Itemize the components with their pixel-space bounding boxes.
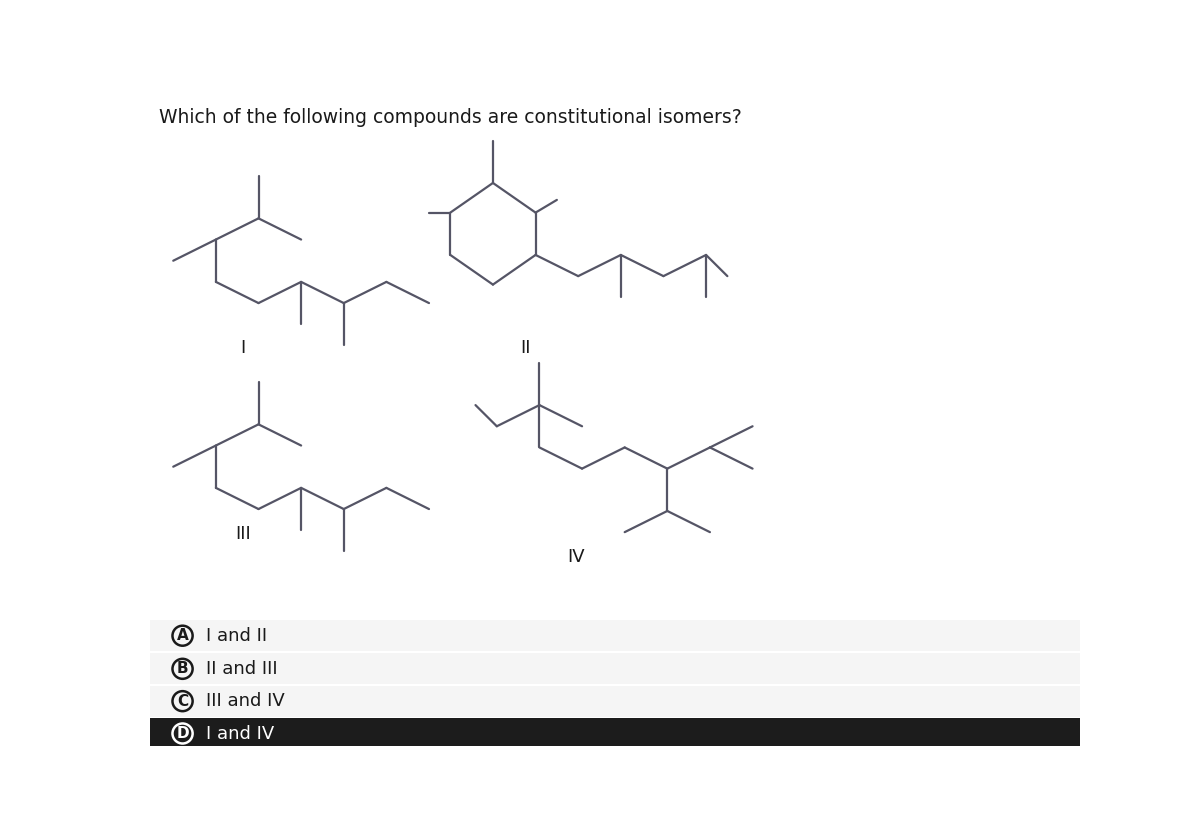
FancyBboxPatch shape <box>150 685 1080 716</box>
Text: I and IV: I and IV <box>206 725 274 742</box>
Text: I: I <box>240 339 246 357</box>
Text: II: II <box>521 339 532 357</box>
Text: A: A <box>176 628 188 644</box>
Text: I and II: I and II <box>206 627 266 644</box>
FancyBboxPatch shape <box>150 718 1080 749</box>
Text: III and IV: III and IV <box>206 692 284 710</box>
Text: IV: IV <box>568 548 586 566</box>
Text: C: C <box>176 694 188 709</box>
Text: Which of the following compounds are constitutional isomers?: Which of the following compounds are con… <box>160 108 742 127</box>
Text: III: III <box>235 525 251 543</box>
Text: D: D <box>176 726 188 741</box>
FancyBboxPatch shape <box>150 654 1080 684</box>
FancyBboxPatch shape <box>150 620 1080 651</box>
Text: B: B <box>176 661 188 676</box>
Text: II and III: II and III <box>206 660 277 678</box>
